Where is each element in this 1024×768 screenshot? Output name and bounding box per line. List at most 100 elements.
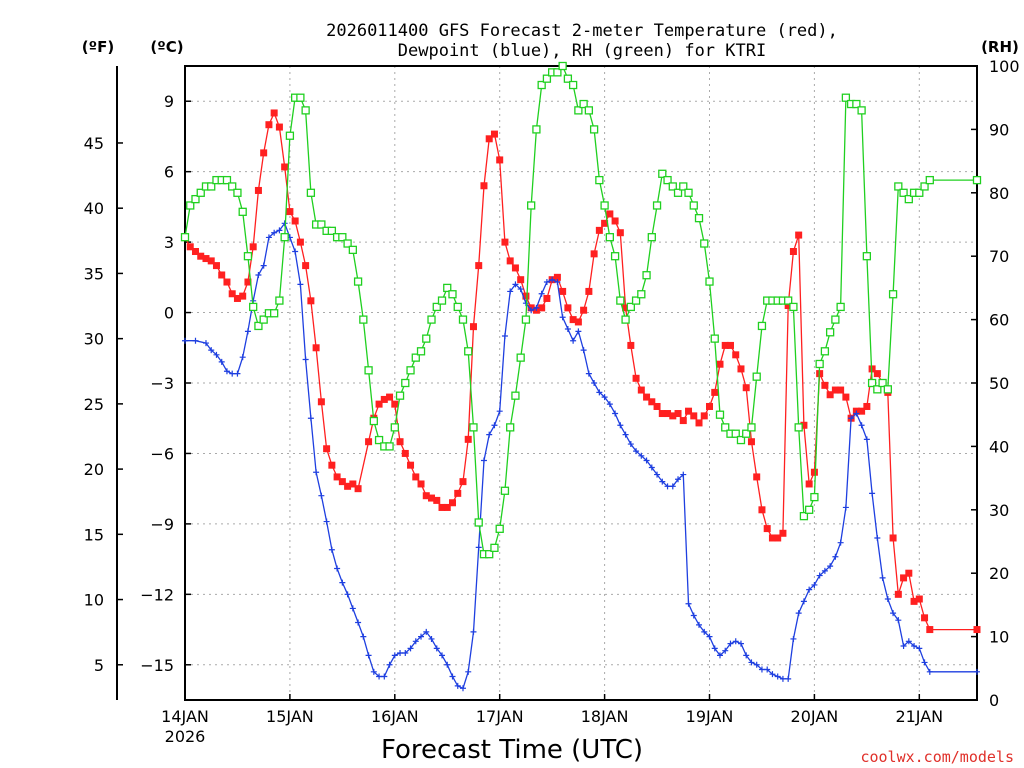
dewpoint-point: [827, 563, 834, 570]
temperature-point: [407, 461, 415, 469]
dewpoint-point: [884, 596, 891, 603]
dewpoint-point: [675, 476, 682, 483]
temperature-point: [543, 294, 551, 302]
dewpoint-point: [512, 281, 519, 288]
dewpoint-point: [900, 642, 907, 649]
relative-humidity-point: [663, 175, 672, 185]
dewpoint-point: [313, 469, 320, 476]
dewpoint-point: [821, 567, 828, 574]
dewpoint-point: [397, 650, 404, 657]
relative-humidity-point: [605, 233, 614, 242]
relative-humidity-point: [238, 207, 247, 216]
relative-humidity-point: [742, 429, 751, 438]
dewpoint-point: [696, 621, 703, 628]
dewpoint-point: [412, 638, 419, 645]
dewpoint-point: [418, 633, 425, 640]
relative-humidity-point: [390, 423, 399, 432]
dewpoint-point: [486, 431, 493, 438]
dewpoint-point: [779, 675, 786, 682]
relative-humidity-point: [904, 194, 913, 204]
dewpoint-point: [229, 370, 236, 377]
dewpoint-point: [627, 441, 634, 448]
relative-humidity-point: [275, 296, 284, 305]
relative-humidity-point: [794, 423, 803, 432]
temperature-point: [501, 238, 509, 246]
temperature-point: [973, 626, 981, 634]
series-layer: [180, 61, 982, 692]
temperature-point: [422, 492, 430, 500]
relative-humidity-point: [867, 378, 877, 388]
dewpoint-point: [192, 337, 199, 344]
dewpoint-point: [480, 457, 487, 464]
relative-humidity-point: [647, 233, 656, 242]
dewpoint-point: [507, 288, 514, 295]
dewpoint-point: [570, 337, 577, 344]
relative-humidity-point: [920, 182, 929, 191]
dewpoint-point: [292, 248, 299, 255]
temperature-point: [695, 419, 703, 427]
dewpoint-point: [439, 652, 446, 659]
dewpoint-point: [895, 617, 902, 624]
relative-humidity-point: [610, 252, 620, 261]
temperature-point: [270, 109, 278, 117]
temperature-point: [611, 217, 619, 225]
dewpoint-point: [564, 325, 571, 332]
dewpoint-point: [491, 422, 498, 429]
dewpoint-point: [328, 546, 335, 553]
relative-humidity-point: [348, 245, 357, 255]
temperature-point: [291, 217, 299, 225]
dewpoint-point: [926, 668, 933, 675]
relative-humidity-point: [873, 385, 882, 394]
dewpoint-point: [648, 464, 655, 471]
fahrenheit-tick-label: 40: [84, 199, 104, 218]
relative-humidity-point: [799, 511, 809, 521]
temperature-point: [559, 287, 567, 295]
relative-humidity-point: [401, 378, 410, 388]
dewpoint-point: [391, 652, 398, 659]
temperature-point: [837, 386, 845, 394]
temperature-point: [737, 365, 745, 373]
relative-humidity-point: [516, 353, 525, 362]
temperature-point: [653, 402, 661, 410]
rh-tick-label: 60: [989, 311, 1009, 330]
dewpoint-point: [748, 659, 755, 666]
dewpoint-point: [501, 333, 508, 340]
dewpoint-point: [323, 518, 330, 525]
temperature-point: [401, 449, 409, 457]
temperature-point: [831, 386, 839, 394]
relative-humidity-point: [568, 80, 578, 90]
dewpoint-point: [659, 478, 666, 485]
dewpoint-point: [213, 351, 220, 358]
relative-humidity-point: [815, 359, 824, 369]
temperature-point: [275, 123, 283, 131]
relative-humidity-point: [411, 353, 420, 362]
dewpoint-point: [790, 635, 797, 642]
dewpoint-point: [307, 415, 314, 422]
dewpoint-point: [905, 638, 912, 645]
temperature-point: [826, 391, 834, 399]
dewpoint-point: [370, 668, 377, 675]
temperature-point: [338, 478, 346, 486]
dewpoint-point: [743, 652, 750, 659]
relative-humidity-point: [222, 175, 232, 185]
temperature-point: [747, 438, 755, 446]
temperature-point: [858, 407, 866, 415]
dewpoint-point: [585, 370, 592, 377]
x-tick-label: 17JAN: [476, 707, 524, 726]
relative-humidity-point: [736, 435, 746, 445]
dewpoint-point: [732, 638, 739, 645]
fahrenheit-tick-label: 25: [84, 395, 104, 414]
temperature-point: [768, 534, 776, 542]
temperature-point: [412, 473, 420, 481]
dewpoint-point: [612, 410, 619, 417]
temperature-point: [926, 626, 934, 634]
rh-tick-label: 10: [989, 628, 1009, 647]
rh-tick-label: 30: [989, 501, 1009, 520]
temperature-point: [643, 393, 651, 401]
relative-humidity-point: [784, 296, 793, 305]
rh-tick-label: 90: [989, 120, 1009, 139]
dewpoint-point: [716, 652, 723, 659]
dewpoint-point: [265, 234, 272, 241]
relative-humidity-point: [805, 505, 814, 514]
temperature-point: [637, 386, 645, 394]
